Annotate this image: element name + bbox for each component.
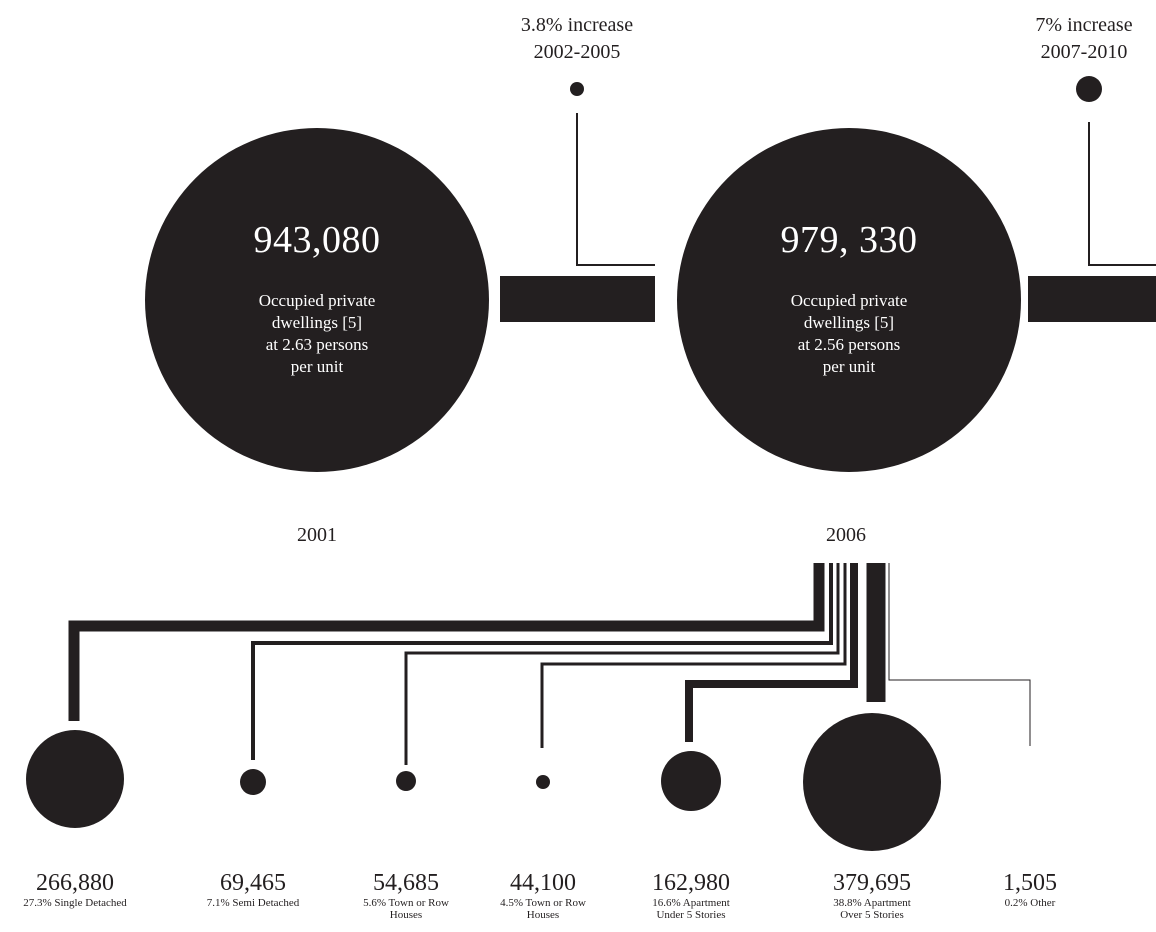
increase-bar-1 [500,276,655,322]
breakdown-apt-over-5: 379,695 38.8% Apartment Over 5 Stories [797,870,947,921]
increase-connector-1 [576,113,655,266]
circle-apt-over-5 [803,713,941,851]
increase-dot-1 [570,82,584,96]
breakdown-single-detached: 266,880 27.3% Single Detached [0,870,150,909]
label-single-detached: 27.3% Single Detached [23,897,127,909]
breakdown-other: 1,505 0.2% Other [960,870,1100,909]
year-label-2001: 2001 [297,524,337,546]
count-town-row-2: 44,100 [510,870,576,896]
total-2006: 979, 330 [780,219,918,261]
connector-other [888,563,1031,746]
label-apt-over-5-line2: Over 5 Stories [840,909,904,921]
desc-2006-line1: Occupied private [790,291,908,310]
total-2001: 943,080 [253,219,381,261]
label-semi-detached: 7.1% Semi Detached [206,897,300,909]
circle-town-row-1 [396,771,416,791]
desc-2001-line4: per unit [290,357,344,376]
circle-semi-detached [240,769,266,795]
connector-town-row-2 [540,563,847,748]
breakdown-apt-under-5: 162,980 16.6% Apartment Under 5 Stories [616,870,766,921]
breakdown-town-row-1: 54,685 5.6% Town or Row Houses [331,870,481,921]
increase-connector-2 [1088,122,1156,266]
count-single-detached: 266,880 [36,870,114,896]
label-town-row-2-line1: 4.5% Town or Row [500,897,586,909]
label-town-row-1-line1: 5.6% Town or Row [363,897,449,909]
increase-2-period: 2007-2010 [1040,41,1128,63]
breakdown-town-row-2: 44,100 4.5% Town or Row Houses [468,870,618,921]
increase-2-pct: 7% increase [1035,14,1133,36]
breakdown-semi-detached: 69,465 7.1% Semi Detached [178,870,328,909]
connector-semi-detached [251,563,833,760]
desc-2006-line3: at 2.56 persons [797,335,901,354]
circle-apt-under-5 [661,751,721,811]
connector-single-detached [68,563,825,721]
label-other: 0.2% Other [1004,897,1056,909]
increase-1-period: 2002-2005 [533,41,621,63]
label-apt-over-5-line1: 38.8% Apartment [833,897,911,909]
label-town-row-2-line2: Houses [526,909,560,921]
label-apt-under-5-line2: Under 5 Stories [656,909,726,921]
desc-2001: Occupied private dwellings [5] at 2.63 p… [187,290,447,378]
increase-label-1: 3.8% increase 2002-2005 [497,12,657,66]
count-other: 1,505 [1003,870,1057,896]
label-town-row-1-line2: Houses [389,909,423,921]
count-apt-over-5: 379,695 [833,870,911,896]
circle-single-detached [26,730,124,828]
increase-dot-2 [1076,76,1102,102]
year-label-2006: 2006 [826,524,866,546]
increase-1-pct: 3.8% increase [520,14,634,36]
circle-2006 [677,128,1021,472]
connector-town-row-1 [404,563,840,765]
count-apt-under-5: 162,980 [652,870,730,896]
increase-bar-2 [1028,276,1156,322]
count-town-row-1: 54,685 [373,870,439,896]
label-apt-under-5-line1: 16.6% Apartment [652,897,730,909]
circle-2001 [145,128,489,472]
desc-2006: Occupied private dwellings [5] at 2.56 p… [719,290,979,378]
count-semi-detached: 69,465 [220,870,286,896]
connector-apt-under-5 [685,563,858,742]
desc-2001-line1: Occupied private [258,291,376,310]
circle-town-row-2 [536,775,550,789]
desc-2006-line4: per unit [822,357,876,376]
increase-label-2: 7% increase 2007-2010 [1012,12,1156,66]
desc-2006-line2: dwellings [5] [803,313,895,332]
desc-2001-line3: at 2.63 persons [265,335,369,354]
desc-2001-line2: dwellings [5] [271,313,363,332]
